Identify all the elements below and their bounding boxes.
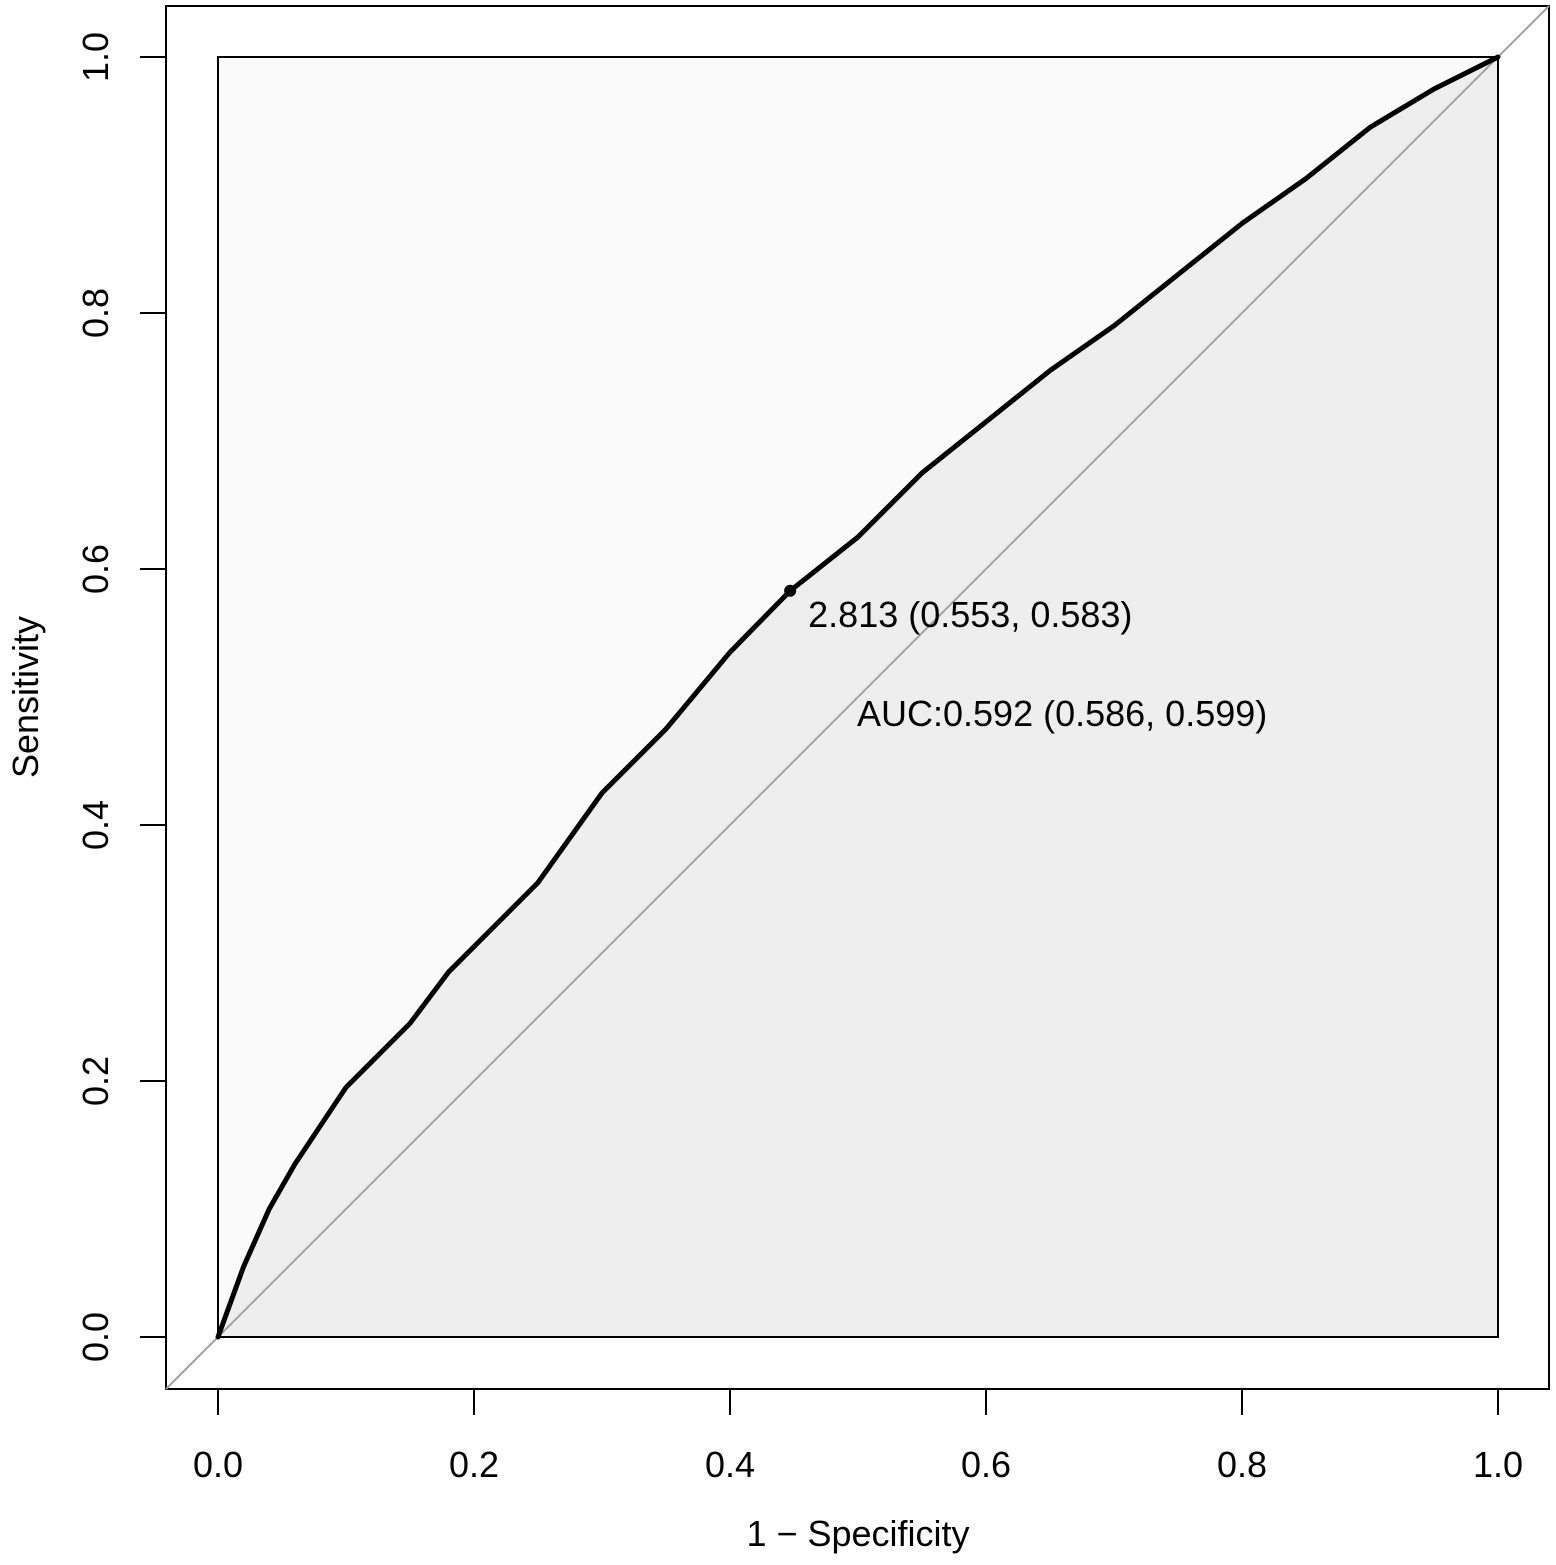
auc-label: AUC:0.592 (0.586, 0.599)	[857, 693, 1267, 734]
x-axis-label: 1 − Specificity	[746, 1513, 969, 1554]
y-axis-label: Sensitivity	[5, 616, 46, 778]
y-tick-label: 0.6	[75, 544, 116, 594]
y-tick-label: 0.8	[75, 288, 116, 338]
y-tick-label: 1.0	[75, 32, 116, 82]
x-tick-label: 1.0	[1473, 1444, 1523, 1485]
reference-diagonal-line	[165, 5, 1550, 1390]
threshold-point	[784, 584, 797, 597]
threshold-label: 2.813 (0.553, 0.583)	[808, 594, 1132, 635]
x-tick-label: 0.6	[961, 1444, 1011, 1485]
y-tick-label: 0.4	[75, 800, 116, 850]
roc-curve	[215, 54, 1501, 1340]
plot-border-inner	[217, 56, 1499, 1338]
x-tick-label: 0.8	[1217, 1444, 1267, 1485]
x-tick-label: 0.4	[705, 1444, 755, 1485]
y-tick-label: 0.2	[75, 1056, 116, 1106]
y-tick-label: 0.0	[75, 1312, 116, 1362]
x-tick-label: 0.0	[193, 1444, 243, 1485]
x-axis: 0.0 0.2 0.4 0.6 0.8 1.0	[193, 1388, 1523, 1485]
y-axis: 0.0 0.2 0.4 0.6 0.8 1.0	[75, 32, 167, 1362]
x-tick-label: 0.2	[449, 1444, 499, 1485]
